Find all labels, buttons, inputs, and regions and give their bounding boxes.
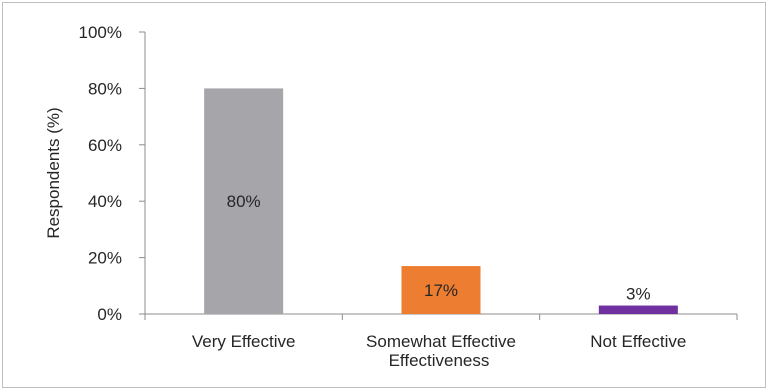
data-label: 17% — [424, 281, 458, 300]
bar-0 — [204, 88, 284, 315]
x-tick-label: Not Effective — [590, 332, 686, 351]
chart-frame — [2, 2, 766, 388]
data-label: 80% — [227, 192, 261, 211]
y-tick-label: 20% — [88, 249, 122, 268]
y-tick-label: 60% — [88, 136, 122, 155]
y-tick-label: 80% — [88, 79, 122, 98]
labels: Very Effective 80% Somewhat Effective 17% No… — [192, 192, 687, 351]
data-label: 3% — [626, 285, 651, 304]
y-tick-label: 0% — [97, 305, 122, 324]
x-tick-label: Somewhat Effective — [366, 332, 516, 351]
bar-1 — [401, 266, 481, 314]
bar-2 — [598, 305, 678, 314]
y-tick-label: 100% — [79, 23, 122, 42]
x-tick-label: Very Effective — [192, 332, 296, 351]
x-axis-title: Effectiveness — [389, 351, 490, 370]
bars — [204, 88, 678, 315]
y-axis-title: Respondents (%) — [44, 107, 63, 238]
y-tick-label: 40% — [88, 192, 122, 211]
